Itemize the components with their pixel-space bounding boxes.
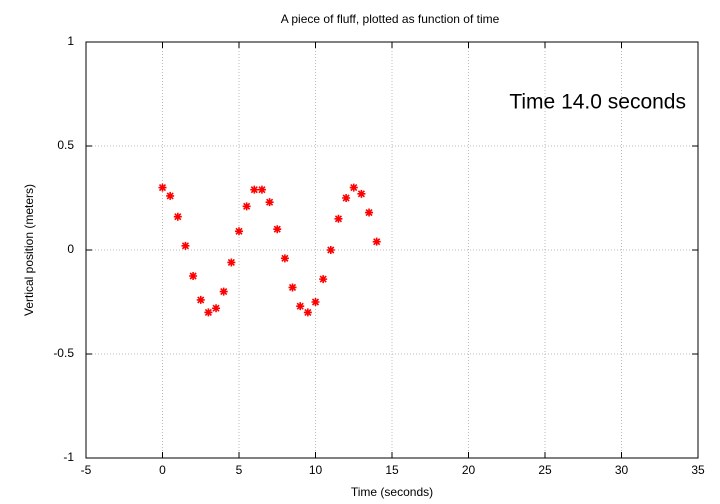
point bbox=[365, 208, 374, 217]
point bbox=[296, 302, 305, 311]
y-tick-label: 0.5 bbox=[57, 138, 74, 152]
plot-border bbox=[85, 41, 699, 459]
point bbox=[303, 308, 312, 317]
y-tick-label: 1 bbox=[67, 34, 74, 48]
point bbox=[273, 225, 282, 234]
point bbox=[326, 246, 335, 254]
point bbox=[265, 198, 274, 207]
x-axis-label: Time (seconds) bbox=[351, 485, 433, 499]
chart-title: A piece of fluff, plotted as function of… bbox=[281, 12, 500, 26]
x-tick-label: 20 bbox=[462, 463, 476, 477]
point bbox=[257, 185, 266, 194]
point bbox=[319, 275, 328, 284]
point bbox=[288, 283, 297, 292]
point bbox=[342, 194, 351, 202]
point bbox=[242, 202, 251, 211]
point bbox=[280, 254, 289, 263]
x-tick-label: 15 bbox=[385, 463, 399, 477]
x-tick-label: -5 bbox=[81, 463, 92, 477]
point bbox=[372, 237, 381, 246]
point bbox=[349, 183, 358, 192]
point bbox=[212, 304, 221, 313]
x-tick-label: 35 bbox=[691, 463, 705, 477]
x-tick-label: 10 bbox=[309, 463, 323, 477]
point bbox=[158, 183, 167, 192]
point bbox=[227, 258, 236, 267]
x-tick-label: 0 bbox=[159, 463, 166, 477]
point bbox=[219, 287, 228, 296]
point bbox=[196, 295, 205, 304]
y-tick-label: -1 bbox=[63, 450, 74, 464]
y-tick-label: 0 bbox=[67, 242, 74, 256]
y-axis-label: Vertical position (meters) bbox=[22, 184, 36, 316]
point bbox=[189, 272, 198, 280]
point bbox=[334, 214, 343, 223]
x-tick-label: 25 bbox=[538, 463, 552, 477]
x-tick-label: 5 bbox=[236, 463, 243, 477]
point bbox=[166, 191, 175, 200]
point bbox=[173, 212, 182, 221]
point bbox=[311, 298, 320, 306]
point bbox=[235, 227, 243, 236]
point bbox=[181, 241, 190, 250]
x-tick-label: 30 bbox=[615, 463, 629, 477]
point bbox=[204, 308, 213, 317]
y-tick-label: -0.5 bbox=[53, 346, 74, 360]
annotation: Time 14.0 seconds bbox=[509, 91, 686, 114]
point bbox=[250, 185, 259, 194]
point bbox=[357, 189, 366, 198]
